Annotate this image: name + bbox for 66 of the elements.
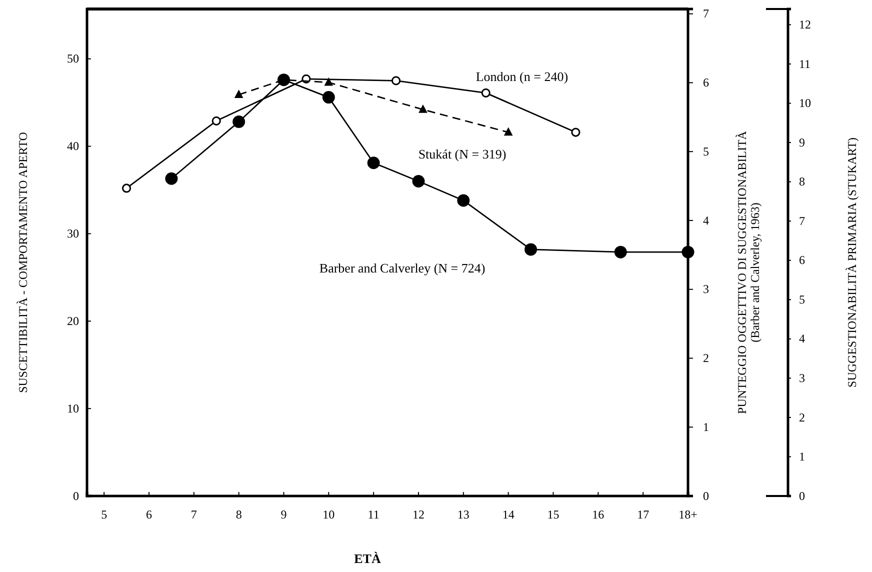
y-axis-title: SUSCETTIBILITÀ - COMPORTAMENTO APERTO [16, 132, 30, 393]
y2-tick-label: 3 [799, 371, 805, 386]
x-tick-label: 5 [101, 508, 108, 522]
y2-tick-label: 2 [799, 410, 805, 424]
point [418, 105, 428, 113]
y3-tick-label: 2 [703, 351, 709, 366]
point [367, 156, 380, 170]
x-tick-label: 9 [280, 508, 287, 522]
y3-tick-label: 6 [703, 76, 709, 90]
y2-tick-label: 10 [799, 96, 811, 110]
point [234, 90, 243, 98]
y2-tick-label: 6 [799, 253, 805, 268]
y2-tick-label: 8 [799, 174, 805, 189]
y-tick-label: 10 [67, 401, 79, 416]
point [571, 128, 580, 137]
point [165, 172, 178, 185]
y2-tick-label: 9 [799, 135, 805, 150]
x-tick-label: 6 [146, 508, 152, 522]
y3-tick-label: 4 [703, 213, 709, 228]
x-tick-label: 10 [322, 508, 335, 522]
y3-tick-label: 0 [703, 488, 709, 503]
point [614, 246, 627, 258]
y2-tick-label: 0 [799, 488, 805, 503]
x-tick-label: 15 [547, 508, 560, 522]
x-tick-label: 17 [637, 508, 650, 522]
series-label: London (n = 240) [476, 68, 568, 84]
x-axis-title: ETÀ [354, 551, 382, 566]
point [481, 88, 490, 98]
x-tick-label: 16 [592, 508, 604, 522]
point [682, 246, 694, 258]
y3-tick-label: 1 [703, 420, 709, 434]
x-tick-label: 14 [502, 508, 514, 522]
y3-tick-label: 5 [703, 144, 709, 158]
y2-tick-label: 5 [799, 292, 805, 306]
point [122, 184, 132, 193]
point [504, 128, 512, 136]
x-tick-label: 11 [368, 508, 380, 522]
point [457, 194, 470, 207]
series-label: Stukát (N = 319) [418, 146, 506, 162]
x-tick-label: 12 [412, 508, 424, 522]
y-tick-label: 0 [73, 488, 79, 503]
point [232, 116, 246, 128]
x-tick-label: 8 [236, 508, 242, 522]
y2-axis-title: SUGGESTIONABILITÀ PRIMARIA (STUKART) [845, 138, 859, 388]
point [524, 243, 538, 256]
point [212, 116, 221, 126]
y2-tick-label: 7 [799, 214, 805, 228]
x-tick-label: 18+ [678, 508, 698, 522]
y2-tick-label: 1 [799, 450, 805, 464]
point [324, 78, 333, 86]
y-tick-label: 40 [67, 139, 79, 154]
y2-tick-label: 11 [799, 56, 811, 71]
x-tick-label: 7 [190, 508, 197, 522]
point [322, 91, 335, 104]
point [391, 76, 401, 86]
y2-tick-label: 4 [799, 332, 805, 346]
y3-tick-label: 7 [703, 6, 709, 21]
y3-tick-label: 3 [703, 282, 709, 296]
text: Barber and Calverley (N = 724) [319, 260, 486, 276]
y2-tick-label: 12 [799, 18, 811, 32]
y3-axis-title: PUNTEGGIO OGGETTIVO DI SUGGESTIONABILITÀ (Barber and Calverley, 1963) [735, 130, 762, 414]
y-tick-label: 30 [67, 226, 79, 241]
y-tick-label: 50 [67, 52, 79, 66]
y-tick-label: 20 [67, 314, 79, 328]
x-tick-label: 13 [457, 508, 470, 522]
point [412, 174, 425, 188]
